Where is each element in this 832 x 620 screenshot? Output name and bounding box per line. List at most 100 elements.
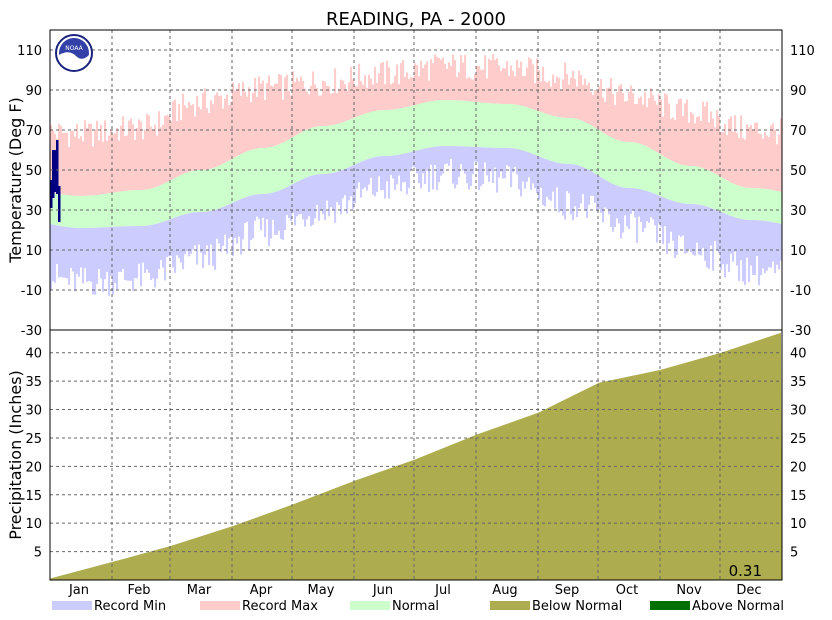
record-min-bar: [312, 175, 315, 225]
normal-range-bar: [282, 142, 285, 189]
record-min-bar: [590, 171, 593, 196]
record-min-bar: [156, 223, 159, 279]
record-min-bar: [644, 190, 647, 229]
normal-range-bar: [738, 185, 741, 219]
record-max-bar: [594, 89, 597, 128]
normal-range-bar: [270, 147, 273, 194]
record-min-bar: [486, 147, 489, 176]
normal-range-bar: [52, 192, 55, 225]
normal-range-bar: [686, 165, 689, 204]
record-max-bar: [340, 79, 343, 123]
record-max-bar: [386, 60, 389, 110]
record-min-bar: [294, 182, 297, 226]
normal-range-bar: [392, 109, 395, 156]
record-max-bar: [554, 82, 557, 117]
normal-range-bar: [622, 141, 625, 188]
record-max-bar: [182, 93, 185, 175]
record-max-bar: [62, 133, 65, 195]
record-max-bar: [414, 63, 417, 105]
record-min-bar: [392, 155, 395, 179]
record-max-bar: [444, 63, 447, 100]
normal-range-bar: [448, 100, 451, 147]
record-max-bar: [484, 55, 487, 103]
record-min-bar: [326, 173, 329, 201]
record-max-bar: [776, 144, 779, 191]
normal-range-bar: [596, 128, 599, 175]
record-min-bar: [174, 217, 177, 273]
normal-range-bar: [250, 149, 253, 196]
record-min-bar: [374, 157, 377, 197]
normal-range-bar: [310, 128, 313, 176]
record-max-bar: [290, 95, 293, 139]
normal-range-bar: [176, 176, 179, 217]
normal-range-bar: [312, 127, 315, 176]
record-max-bar: [606, 88, 609, 135]
record-min-bar: [636, 188, 639, 243]
record-min-bar: [552, 161, 555, 192]
record-max-bar: [418, 76, 421, 104]
record-max-bar: [102, 141, 105, 195]
record-max-bar: [304, 88, 307, 131]
record-max-bar: [746, 124, 749, 188]
record-min-bar: [198, 212, 201, 245]
precip-ytick-left: 10: [25, 517, 42, 532]
legend-label: Above Normal: [692, 599, 784, 614]
normal-range-bar: [586, 122, 589, 169]
temp-ytick-right: 110: [790, 44, 815, 59]
record-max-bar: [110, 129, 113, 193]
normal-range-bar: [706, 169, 709, 207]
record-min-bar: [268, 193, 271, 247]
record-max-bar: [486, 78, 489, 104]
normal-range-bar: [442, 100, 445, 147]
record-min-bar: [296, 181, 299, 217]
record-min-bar: [142, 225, 145, 263]
normal-range-bar: [154, 187, 157, 225]
record-max-bar: [460, 55, 463, 101]
record-max-bar: [764, 131, 767, 189]
normal-range-bar: [318, 126, 321, 175]
record-max-bar: [584, 78, 587, 122]
normal-range-bar: [760, 188, 763, 221]
record-max-bar: [562, 79, 565, 118]
record-max-bar: [180, 120, 183, 175]
normal-range-bar: [280, 143, 283, 190]
record-min-bar: [576, 165, 579, 217]
record-max-bar: [326, 85, 329, 126]
record-max-bar: [58, 123, 61, 194]
normal-range-bar: [74, 195, 77, 228]
record-min-bar: [744, 219, 747, 285]
temp-ytick-right: 70: [790, 124, 807, 139]
normal-range-bar: [94, 195, 97, 228]
normal-range-bar: [660, 154, 663, 197]
record-max-bar: [356, 86, 359, 117]
normal-range-bar: [244, 152, 247, 198]
record-max-bar: [570, 77, 573, 119]
normal-range-bar: [528, 107, 531, 153]
normal-range-bar: [294, 135, 297, 183]
normal-range-bar: [558, 117, 561, 163]
record-min-bar: [230, 203, 233, 237]
record-max-bar: [684, 103, 687, 166]
record-max-bar: [196, 95, 199, 171]
record-max-bar: [282, 99, 285, 143]
record-min-bar: [434, 146, 437, 165]
record-max-bar: [628, 91, 631, 142]
normal-range-bar: [266, 147, 269, 194]
record-min-bar: [758, 220, 761, 286]
normal-range-bar: [380, 110, 383, 157]
record-max-bar: [288, 90, 291, 140]
record-min-bar: [600, 177, 603, 213]
record-min-bar: [692, 204, 695, 255]
record-max-bar: [112, 134, 115, 193]
record-max-bar: [248, 87, 251, 151]
normal-range-bar: [500, 103, 503, 148]
record-min-bar: [432, 146, 435, 190]
record-min-bar: [726, 214, 729, 265]
normal-range-bar: [430, 101, 433, 148]
record-min-bar: [386, 155, 389, 182]
record-min-bar: [456, 146, 459, 185]
record-min-bar: [106, 227, 109, 272]
normal-range-bar: [546, 114, 549, 160]
record-max-bar: [504, 68, 507, 104]
record-min-bar: [760, 220, 763, 276]
